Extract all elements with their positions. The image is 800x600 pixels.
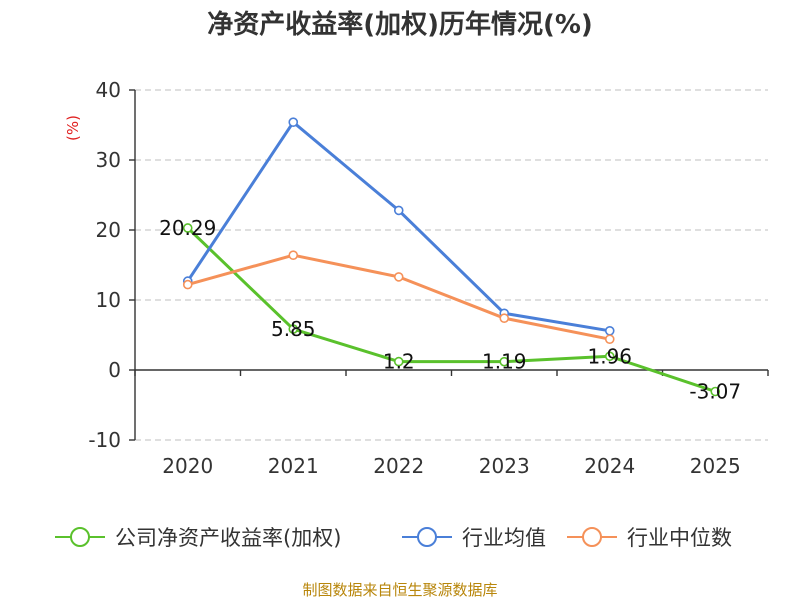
- data-point: [182, 279, 193, 290]
- legend-label: 公司净资产收益率(加权): [115, 526, 341, 550]
- data-point: [710, 386, 721, 397]
- data-label: 1.96: [587, 344, 632, 368]
- y-tick-label: 40: [96, 78, 121, 102]
- legend: 公司净资产收益率(加权) 行业均值 行业中位数: [55, 526, 732, 550]
- legend-label: 行业中位数: [627, 526, 732, 550]
- x-tick-label: 2020: [162, 454, 213, 478]
- x-tick-label: 2024: [584, 454, 635, 478]
- data-point: [604, 351, 615, 362]
- y-tick-label: 10: [96, 288, 121, 312]
- data-label: 1.19: [482, 350, 527, 374]
- y-tick-label: 20: [96, 218, 121, 242]
- data-point: [499, 313, 510, 324]
- chart-title: 净资产收益率(加权)历年情况(%): [207, 9, 593, 40]
- data-label: 1.2: [383, 350, 415, 374]
- gridlines: [135, 89, 768, 441]
- y-tick-label: 30: [96, 148, 121, 172]
- x-tick-label: 2025: [690, 454, 741, 478]
- data-point: [393, 205, 404, 216]
- legend-marker: [582, 527, 602, 547]
- data-point: [604, 334, 615, 345]
- data-label: 20.29: [159, 216, 216, 240]
- data-point: [288, 117, 299, 127]
- y-axis-unit-label: (%): [64, 115, 82, 141]
- data-point: [288, 324, 299, 334]
- data-point: [393, 272, 404, 282]
- data-point: [499, 356, 510, 367]
- legend-label: 行业均值: [462, 526, 546, 550]
- data-label: -3.07: [689, 379, 741, 403]
- y-tick-label: -10: [88, 428, 121, 452]
- data-point: [393, 356, 404, 367]
- axes: -10 0 10 20 30 40 2020 2021 2022 2023 2024 2025: [88, 78, 769, 478]
- series-lines: [182, 117, 721, 397]
- data-point: [288, 250, 299, 260]
- series-line-3: [187, 253, 611, 341]
- legend-marker: [70, 527, 90, 547]
- x-tick-label: 2021: [268, 454, 319, 478]
- x-tick-label: 2023: [479, 454, 530, 478]
- legend-marker: [417, 527, 437, 547]
- x-tick-label: 2022: [373, 454, 424, 478]
- data-point: [604, 325, 615, 336]
- series-line-1: [186, 226, 716, 393]
- source-note: 制图数据来自恒生聚源数据库: [302, 581, 497, 599]
- data-label: 5.85: [271, 317, 316, 341]
- data-labels: 20.29 5.85 1.2 1.19 1.96 -3.07: [159, 216, 741, 404]
- y-tick-label: 0: [108, 358, 121, 382]
- data-point: [182, 223, 193, 233]
